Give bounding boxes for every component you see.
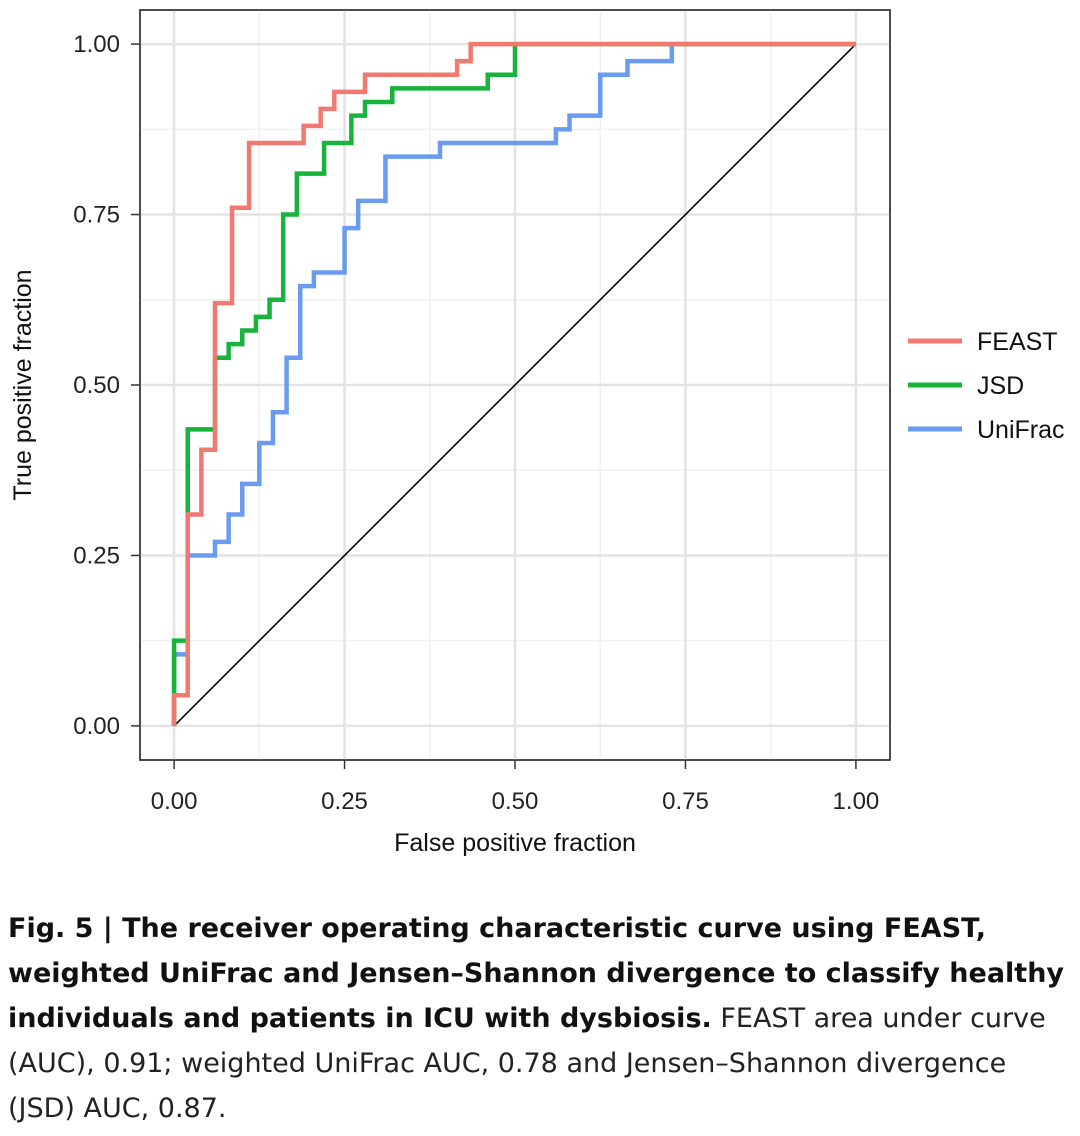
y-tick-label: 0.50 <box>73 372 120 399</box>
x-tick-label: 1.00 <box>833 788 880 815</box>
legend-item-jsd: JSD <box>908 372 1024 400</box>
x-tick-label: 0.00 <box>151 788 198 815</box>
x-tick-label: 0.25 <box>321 788 368 815</box>
x-axis-ticks: 0.00 0.25 0.50 0.75 1.00 <box>151 760 880 815</box>
x-tick-label: 0.75 <box>662 788 709 815</box>
legend-item-unifrac: UniFrac <box>908 416 1065 444</box>
legend-label: UniFrac <box>977 416 1065 444</box>
series-line-unifrac <box>171 41 856 726</box>
y-tick-label: 1.00 <box>73 31 120 58</box>
legend-label: FEAST <box>977 328 1058 356</box>
series-line-feast <box>171 41 856 726</box>
caption-bold-text: Fig. 5 | The receiver operating characte… <box>8 913 1065 1034</box>
y-tick-label: 0.75 <box>73 202 120 229</box>
roc-curves <box>171 41 856 726</box>
x-axis-title: False positive fraction <box>394 829 636 857</box>
y-axis-ticks: 0.00 0.25 0.50 0.75 1.00 <box>73 31 140 740</box>
y-tick-label: 0.25 <box>73 542 120 569</box>
y-tick-label: 0.00 <box>73 713 120 740</box>
caption-body-text: FEAST area under curve (AUC), 0.91; weig… <box>8 1003 1046 1124</box>
roc-chart: 0.00 0.25 0.50 0.75 1.00 0.00 0.25 0.50 0.75 1.0… <box>9 9 1065 857</box>
y-axis-title: True positive fraction <box>9 269 37 500</box>
x-tick-label: 0.50 <box>492 788 539 815</box>
legend-label: JSD <box>977 372 1024 400</box>
reference-diagonal-layer <box>173 43 857 727</box>
reference-diagonal-line <box>173 43 857 727</box>
figure-caption: Fig. 5 | The receiver operating characte… <box>8 906 1076 1131</box>
legend-item-feast: FEAST <box>908 328 1058 356</box>
legend: FEAST JSD UniFrac <box>908 328 1065 444</box>
